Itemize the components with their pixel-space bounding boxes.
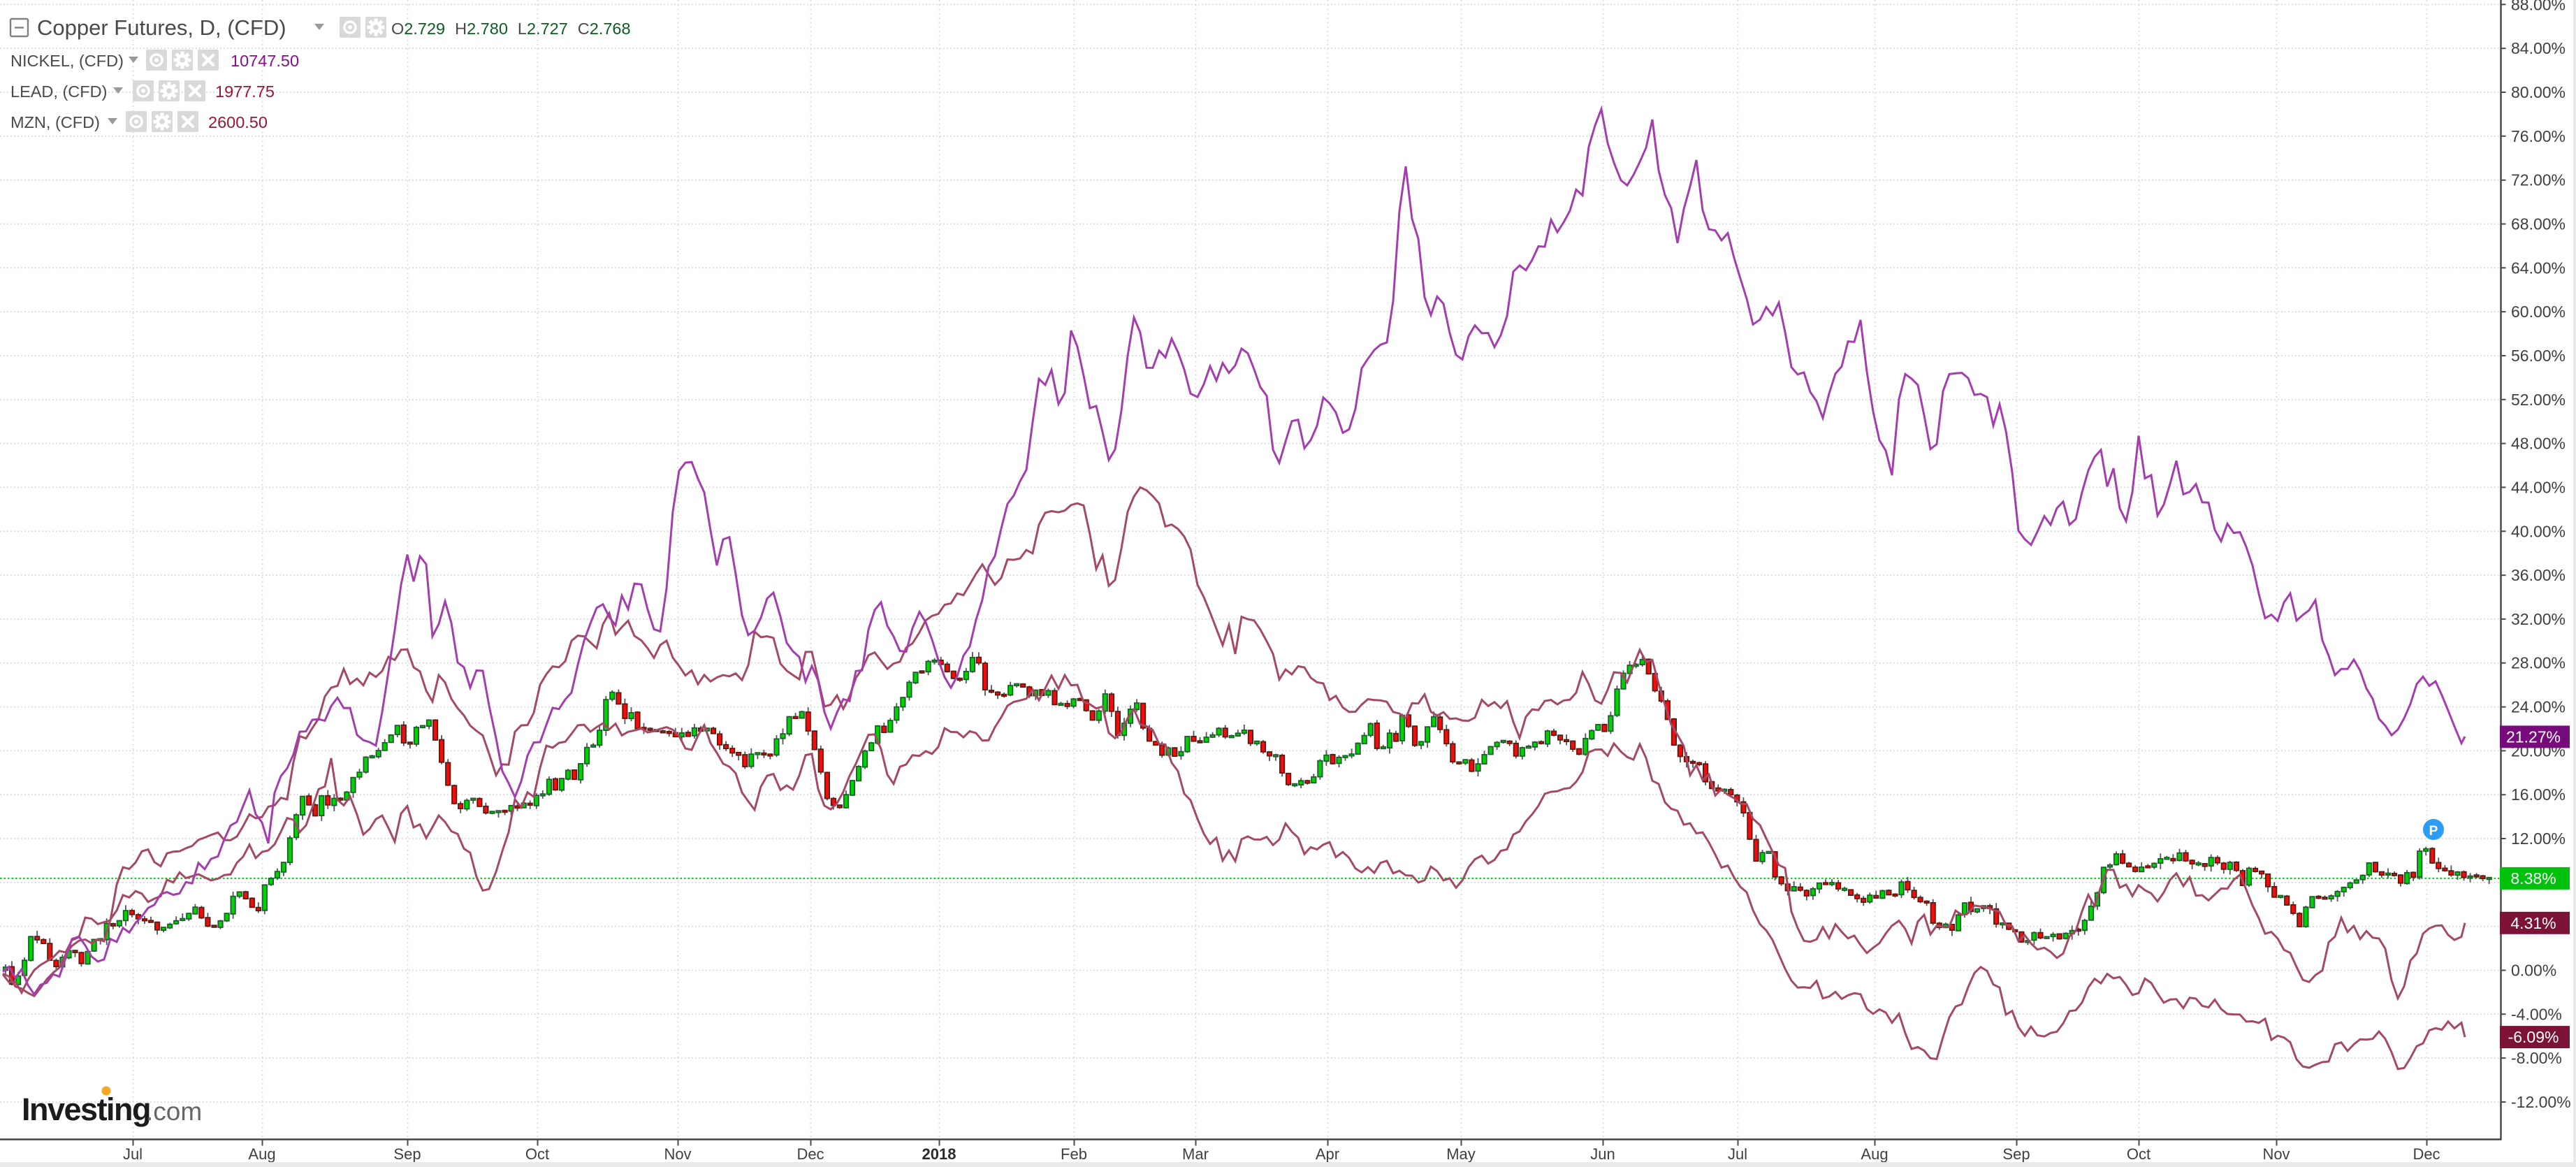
svg-text:.com: .com bbox=[146, 1097, 202, 1126]
svg-text:Oct: Oct bbox=[525, 1145, 549, 1163]
svg-text:52.00%: 52.00% bbox=[2511, 391, 2566, 409]
svg-text:Sep: Sep bbox=[393, 1145, 421, 1163]
svg-text:LEAD, (CFD): LEAD, (CFD) bbox=[10, 82, 107, 101]
svg-text:MZN, (CFD): MZN, (CFD) bbox=[10, 113, 100, 131]
svg-text:8.38%: 8.38% bbox=[2510, 869, 2556, 887]
svg-text:2018: 2018 bbox=[922, 1145, 956, 1163]
svg-text:P: P bbox=[2429, 824, 2438, 839]
svg-text:Feb: Feb bbox=[1061, 1145, 1087, 1163]
svg-text:Dec: Dec bbox=[796, 1145, 824, 1163]
svg-text:64.00%: 64.00% bbox=[2511, 259, 2566, 277]
svg-text:Mar: Mar bbox=[1182, 1145, 1209, 1163]
svg-text:24.00%: 24.00% bbox=[2511, 698, 2566, 716]
svg-text:10747.50: 10747.50 bbox=[231, 52, 299, 70]
svg-text:Oct: Oct bbox=[2127, 1145, 2151, 1163]
svg-text:32.00%: 32.00% bbox=[2511, 610, 2566, 628]
svg-text:16.00%: 16.00% bbox=[2511, 785, 2566, 804]
svg-text:Aug: Aug bbox=[1861, 1145, 1888, 1163]
svg-text:56.00%: 56.00% bbox=[2511, 347, 2566, 365]
svg-text:84.00%: 84.00% bbox=[2511, 39, 2566, 57]
svg-text:0.00%: 0.00% bbox=[2511, 962, 2556, 980]
svg-text:21.27%: 21.27% bbox=[2506, 727, 2561, 746]
svg-text:4.31%: 4.31% bbox=[2510, 914, 2556, 932]
svg-text:80.00%: 80.00% bbox=[2511, 83, 2566, 101]
svg-text:12.00%: 12.00% bbox=[2511, 829, 2566, 848]
svg-text:72.00%: 72.00% bbox=[2511, 171, 2566, 189]
svg-text:76.00%: 76.00% bbox=[2511, 127, 2566, 145]
svg-text:Copper Futures, D, (CFD): Copper Futures, D, (CFD) bbox=[37, 15, 286, 40]
svg-text:-4.00%: -4.00% bbox=[2511, 1005, 2562, 1023]
svg-text:88.00%: 88.00% bbox=[2511, 0, 2566, 13]
svg-text:Jul: Jul bbox=[1728, 1145, 1747, 1163]
svg-text:40.00%: 40.00% bbox=[2511, 522, 2566, 540]
svg-text:Dec: Dec bbox=[2413, 1145, 2440, 1163]
svg-text:-12.00%: -12.00% bbox=[2511, 1093, 2571, 1111]
svg-text:Nov: Nov bbox=[2262, 1145, 2290, 1163]
svg-text:48.00%: 48.00% bbox=[2511, 435, 2566, 453]
svg-text:May: May bbox=[1446, 1145, 1476, 1163]
svg-text:1977.75: 1977.75 bbox=[215, 82, 275, 101]
svg-text:-8.00%: -8.00% bbox=[2511, 1049, 2562, 1067]
svg-text:60.00%: 60.00% bbox=[2511, 303, 2566, 321]
svg-text:44.00%: 44.00% bbox=[2511, 478, 2566, 496]
svg-text:36.00%: 36.00% bbox=[2511, 566, 2566, 584]
svg-text:Apr: Apr bbox=[1316, 1145, 1339, 1163]
svg-text:Investing: Investing bbox=[22, 1092, 150, 1127]
svg-text:-6.09%: -6.09% bbox=[2508, 1028, 2559, 1046]
svg-text:2600.50: 2600.50 bbox=[208, 113, 268, 131]
svg-text:Jun: Jun bbox=[1590, 1145, 1615, 1163]
svg-text:68.00%: 68.00% bbox=[2511, 215, 2566, 233]
svg-text:NICKEL, (CFD): NICKEL, (CFD) bbox=[10, 52, 124, 70]
svg-text:Sep: Sep bbox=[2002, 1145, 2030, 1163]
svg-text:Aug: Aug bbox=[248, 1145, 275, 1163]
svg-text:28.00%: 28.00% bbox=[2511, 654, 2566, 672]
svg-text:Jul: Jul bbox=[123, 1145, 143, 1163]
svg-text:Nov: Nov bbox=[664, 1145, 691, 1163]
